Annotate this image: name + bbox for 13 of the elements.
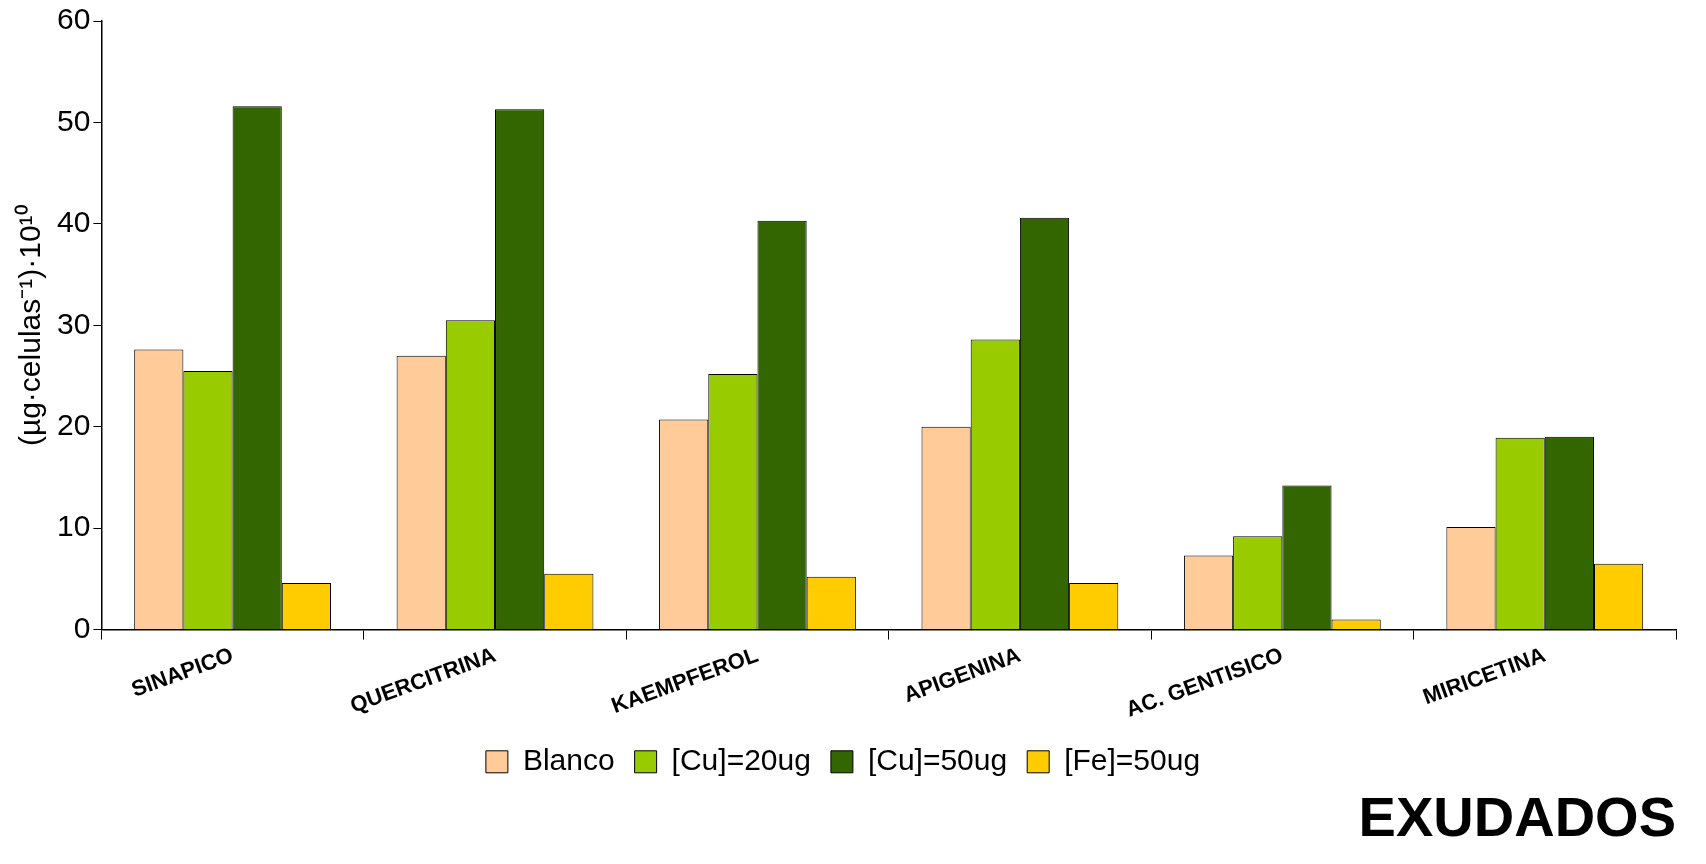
legend-label: Blanco: [522, 743, 615, 777]
y-tick-label: 40: [56, 205, 91, 239]
y-axis-title: (µg·celulas⁻¹)·10¹⁰: [13, 204, 47, 447]
legend-label: [Cu]=50ug: [867, 743, 1008, 777]
y-tick-label: 20: [56, 407, 91, 441]
text: EXUDADOS: [1358, 784, 1676, 848]
y-tick-label: 0: [73, 610, 91, 644]
legend-label: [Fe]=50ug: [1064, 743, 1201, 777]
y-tick-label: 10: [56, 509, 91, 543]
legend-label: [Cu]=20ug: [671, 743, 811, 777]
y-tick-label: 50: [56, 103, 91, 137]
y-tick-label: 30: [56, 306, 91, 340]
y-tick-label: 60: [56, 2, 91, 36]
